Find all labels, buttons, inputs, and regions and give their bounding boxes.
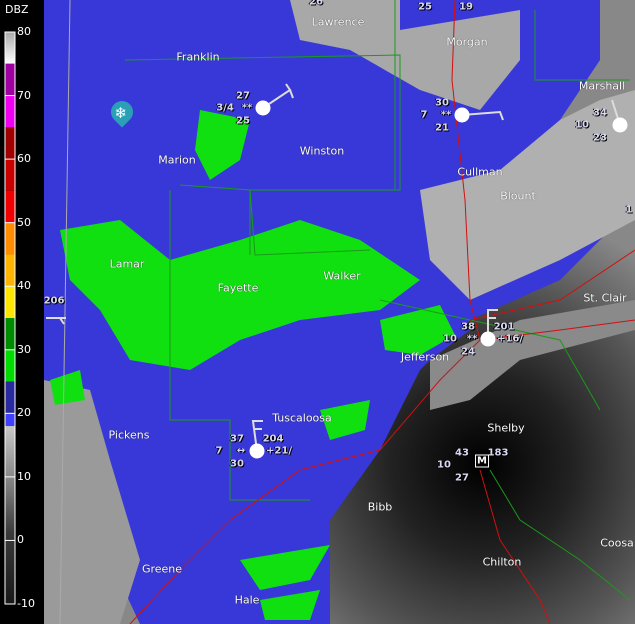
legend-tick: 10 xyxy=(17,469,31,483)
legend-tick: 30 xyxy=(17,342,31,356)
county-label: Greene xyxy=(141,562,183,576)
legend-tick: 70 xyxy=(17,88,31,102)
county-label: Winston xyxy=(299,144,345,158)
station-temp: 30 xyxy=(435,97,449,109)
edge-station-value: 1 xyxy=(625,204,633,216)
legend-title: DBZ xyxy=(5,3,29,16)
county-label: Pickens xyxy=(108,428,150,442)
station-wx: ** xyxy=(440,109,452,121)
county-borders xyxy=(124,0,631,601)
legend-swatch xyxy=(5,349,15,382)
station-temp: 38 xyxy=(461,321,475,333)
station-temp: 34 xyxy=(593,107,607,119)
legend-swatch xyxy=(5,286,15,318)
station-dew: 23 xyxy=(593,132,607,144)
station-vis: 3/4 xyxy=(216,102,234,114)
station-dew: 30 xyxy=(230,458,244,470)
station-dew: 21 xyxy=(435,122,449,134)
county-label: Walker xyxy=(323,269,361,283)
legend-colorbar xyxy=(4,31,16,605)
station-marker[interactable] xyxy=(249,443,265,459)
station-wx: ↔ xyxy=(236,445,246,457)
county-label: Franklin xyxy=(176,50,220,64)
station-vis: 10 xyxy=(437,459,451,471)
station-dew: 27 xyxy=(455,472,469,484)
station-tendency: +21/ xyxy=(266,445,292,457)
legend-swatch xyxy=(5,95,15,128)
legend-swatch xyxy=(5,381,15,414)
county-label: Jefferson xyxy=(400,350,450,364)
legend-tick: 50 xyxy=(17,215,31,229)
station-dew: 24 xyxy=(461,346,475,358)
county-label: Lamar xyxy=(109,257,145,271)
legend-swatch xyxy=(5,318,15,350)
station-wx: ** xyxy=(241,102,253,114)
county-label: St. Clair xyxy=(583,291,627,305)
state-border xyxy=(59,0,71,624)
station-marker[interactable] xyxy=(454,107,470,123)
station-vis: 7 xyxy=(420,109,428,121)
station-tendency: +16/ xyxy=(497,333,523,345)
legend-swatch xyxy=(5,222,15,255)
edge-station-value: 25 xyxy=(418,1,432,13)
legend-swatch xyxy=(5,63,15,96)
county-label: Bibb xyxy=(367,500,393,514)
station-radar-site: M xyxy=(475,454,489,468)
dbz-legend: DBZ 80 70 60 50 40 30 20 10 0 -10 xyxy=(0,0,44,624)
county-label: Coosa xyxy=(600,536,634,550)
legend-tick: 40 xyxy=(17,279,31,293)
moderate-echoes xyxy=(50,110,455,620)
legend-tick: 80 xyxy=(17,25,31,38)
station-wx: ** xyxy=(466,333,478,345)
station-dew: 25 xyxy=(236,115,250,127)
station-vis: 10 xyxy=(575,119,589,131)
county-label: Blount xyxy=(500,189,536,203)
legend-swatch xyxy=(5,426,15,604)
legend-tick: -10 xyxy=(17,597,35,610)
radar-map[interactable]: ❄ Lawrence Franklin Morgan Marshall Marion Wi… xyxy=(44,0,635,624)
wind-barbs xyxy=(46,83,621,452)
legend-tick: 0 xyxy=(17,533,24,547)
legend-tick: 60 xyxy=(17,152,31,166)
county-label: Hale xyxy=(234,593,260,607)
station-temp: 27 xyxy=(236,90,250,102)
station-temp: 43 xyxy=(455,447,469,459)
county-label: Chilton xyxy=(482,555,522,569)
station-temp: 37 xyxy=(230,433,244,445)
legend-swatch xyxy=(5,32,15,64)
station-marker[interactable] xyxy=(255,100,271,116)
station-pressure: 201 xyxy=(493,321,515,333)
legend-tick: 20 xyxy=(17,406,31,420)
station-vis: 10 xyxy=(443,333,457,345)
station-marker[interactable] xyxy=(480,331,496,347)
county-label: Marshall xyxy=(578,79,626,93)
county-label: Tuscaloosa xyxy=(272,411,332,425)
county-label: Shelby xyxy=(487,421,525,435)
county-label: Morgan xyxy=(446,35,488,49)
county-label: Lawrence xyxy=(311,15,365,29)
legend-swatch xyxy=(5,413,15,427)
station-marker[interactable] xyxy=(612,117,628,133)
station-pressure: 204 xyxy=(262,433,284,445)
edge-station-value: 26 xyxy=(309,0,323,8)
legend-swatch xyxy=(5,127,15,160)
county-label: Cullman xyxy=(457,165,503,179)
legend-swatch xyxy=(5,190,15,223)
legend-swatch xyxy=(5,254,15,287)
station-vis: 7 xyxy=(215,445,223,457)
edge-station-value: 206 xyxy=(43,295,65,307)
legend-swatch xyxy=(5,159,15,191)
edge-station-value: 19 xyxy=(459,1,473,13)
station-pressure: 183 xyxy=(487,447,509,459)
county-label: Marion xyxy=(158,153,196,167)
county-label: Fayette xyxy=(217,281,259,295)
highways xyxy=(129,0,635,624)
